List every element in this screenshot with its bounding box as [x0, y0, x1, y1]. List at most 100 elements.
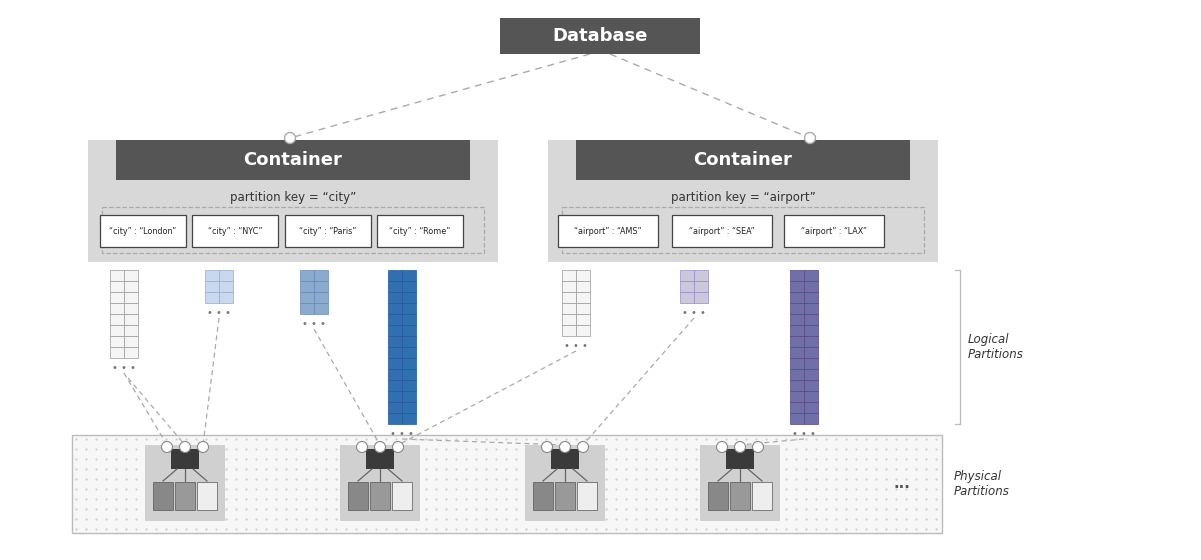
Bar	[392, 482, 412, 510]
Bar	[197, 482, 217, 510]
Bar	[102, 207, 484, 253]
Bar	[790, 303, 803, 314]
Text: Logical
Partitions: Logical Partitions	[968, 333, 1024, 361]
Circle shape	[357, 441, 368, 452]
Bar	[803, 303, 818, 314]
Text: “city” : “Rome”: “city” : “Rome”	[389, 226, 450, 236]
Bar	[790, 270, 803, 281]
Bar	[348, 482, 368, 510]
Bar	[124, 270, 138, 281]
Bar	[752, 482, 772, 510]
Bar	[730, 482, 749, 510]
Bar	[576, 292, 590, 303]
Circle shape	[375, 441, 386, 452]
Bar	[562, 292, 576, 303]
Bar	[219, 270, 233, 281]
Bar	[803, 391, 818, 402]
Text: Container: Container	[693, 151, 793, 169]
Text: “airport” : “LAX”: “airport” : “LAX”	[801, 226, 867, 236]
Bar	[533, 482, 552, 510]
Text: • • •: • • •	[564, 341, 588, 351]
Text: • • •: • • •	[390, 429, 414, 439]
Text: Container: Container	[244, 151, 342, 169]
Bar	[680, 270, 694, 281]
Bar	[562, 303, 576, 314]
Bar	[803, 292, 818, 303]
Bar	[402, 314, 416, 325]
Bar	[576, 314, 590, 325]
Bar	[388, 380, 402, 391]
Bar	[388, 270, 402, 281]
Text: • • •: • • •	[112, 363, 136, 373]
Bar	[803, 402, 818, 413]
Circle shape	[735, 441, 746, 452]
Bar	[803, 369, 818, 380]
Bar	[803, 270, 818, 281]
Bar	[790, 369, 803, 380]
Bar	[313, 303, 328, 314]
Bar	[205, 292, 219, 303]
Bar	[402, 270, 416, 281]
Bar	[790, 292, 803, 303]
Bar	[402, 358, 416, 369]
Bar	[219, 281, 233, 292]
Bar	[388, 292, 402, 303]
Bar	[576, 482, 597, 510]
Text: Physical
Partitions: Physical Partitions	[954, 470, 1010, 498]
Bar	[790, 380, 803, 391]
Bar	[124, 336, 138, 347]
Bar	[388, 325, 402, 336]
Bar	[124, 281, 138, 292]
Bar	[790, 402, 803, 413]
Circle shape	[285, 133, 295, 143]
Bar	[300, 270, 313, 281]
Bar	[388, 369, 402, 380]
Bar	[124, 314, 138, 325]
Bar	[790, 391, 803, 402]
Bar	[388, 347, 402, 358]
Bar	[124, 303, 138, 314]
Bar	[680, 292, 694, 303]
Bar	[110, 303, 124, 314]
Bar	[576, 303, 590, 314]
Bar	[110, 314, 124, 325]
Bar	[562, 325, 576, 336]
Bar	[803, 358, 818, 369]
Bar	[388, 336, 402, 347]
Bar	[366, 449, 394, 469]
Text: ...: ...	[894, 477, 910, 492]
Bar	[576, 281, 590, 292]
Bar	[313, 292, 328, 303]
Bar	[110, 281, 124, 292]
Bar	[205, 270, 219, 281]
Bar	[88, 140, 498, 262]
Text: partition key = “city”: partition key = “city”	[229, 190, 357, 203]
Text: “airport” : “AMS”: “airport” : “AMS”	[574, 226, 641, 236]
Circle shape	[578, 441, 588, 452]
Text: “city” : “London”: “city” : “London”	[109, 226, 177, 236]
Bar	[192, 215, 277, 247]
Bar	[790, 325, 803, 336]
Text: • • •: • • •	[793, 429, 815, 439]
Bar	[388, 281, 402, 292]
Bar	[110, 292, 124, 303]
Bar	[790, 347, 803, 358]
Bar	[313, 281, 328, 292]
Circle shape	[179, 441, 191, 452]
Bar	[562, 207, 924, 253]
Bar	[694, 270, 709, 281]
Bar	[153, 482, 173, 510]
Circle shape	[805, 133, 815, 143]
Text: “airport” : “SEA”: “airport” : “SEA”	[689, 226, 755, 236]
Bar	[803, 281, 818, 292]
Text: “city” : “Paris”: “city” : “Paris”	[299, 226, 357, 236]
Text: Database: Database	[552, 27, 647, 45]
Text: partition key = “airport”: partition key = “airport”	[670, 190, 815, 203]
Bar	[313, 270, 328, 281]
Bar	[784, 215, 884, 247]
Bar	[500, 18, 700, 54]
Bar	[803, 314, 818, 325]
Bar	[110, 336, 124, 347]
Circle shape	[560, 441, 570, 452]
Bar	[402, 347, 416, 358]
